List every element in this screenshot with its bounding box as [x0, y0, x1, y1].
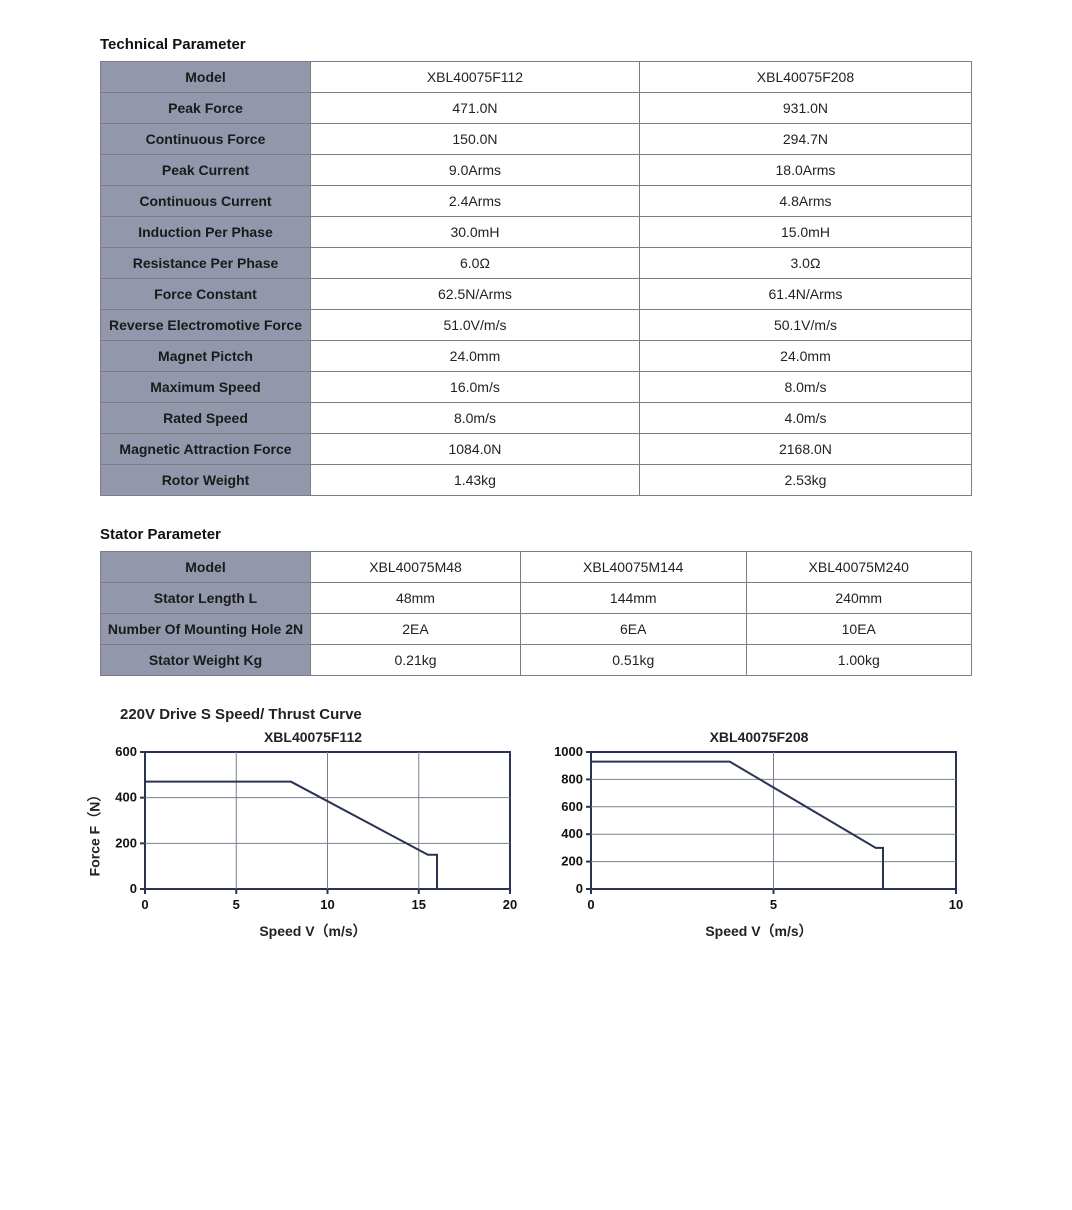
- svg-text:0: 0: [576, 881, 583, 896]
- svg-text:20: 20: [503, 897, 517, 912]
- table-cell: 1.43kg: [311, 465, 640, 496]
- svg-text:5: 5: [233, 897, 240, 912]
- table-cell: 24.0mm: [311, 341, 640, 372]
- table-cell: 1084.0N: [311, 434, 640, 465]
- svg-text:400: 400: [561, 826, 583, 841]
- svg-text:15: 15: [412, 897, 426, 912]
- table-cell: 931.0N: [639, 93, 971, 124]
- stator-table: ModelXBL40075M48XBL40075M144XBL40075M240…: [100, 551, 972, 676]
- svg-text:0: 0: [130, 881, 137, 896]
- chart-left: 051015200200400600: [100, 747, 520, 917]
- table-cell: 0.21kg: [311, 645, 521, 676]
- table-rowhead: Rotor Weight: [101, 465, 311, 496]
- table-cell: 2168.0N: [639, 434, 971, 465]
- svg-text:0: 0: [587, 897, 594, 912]
- table-cell: 0.51kg: [521, 645, 746, 676]
- svg-text:200: 200: [561, 854, 583, 869]
- table-cell: 10EA: [746, 614, 972, 645]
- table-cell: 16.0m/s: [311, 372, 640, 403]
- table-rowhead: Continuous Force: [101, 124, 311, 155]
- svg-text:600: 600: [115, 747, 137, 759]
- svg-text:600: 600: [561, 799, 583, 814]
- table-header-cell: XBL40075M144: [521, 552, 746, 583]
- svg-text:10: 10: [949, 897, 963, 912]
- table-cell: 15.0mH: [639, 217, 971, 248]
- table-cell: 62.5N/Arms: [311, 279, 640, 310]
- chart-right-title: XBL40075F208: [546, 729, 972, 745]
- stator-title: Stator Parameter: [100, 526, 972, 543]
- table-rowhead: Resistance Per Phase: [101, 248, 311, 279]
- table-rowhead: Rated Speed: [101, 403, 311, 434]
- svg-text:5: 5: [770, 897, 777, 912]
- table-cell: 18.0Arms: [639, 155, 971, 186]
- table-rowhead: Induction Per Phase: [101, 217, 311, 248]
- table-cell: 1.00kg: [746, 645, 972, 676]
- table-cell: 3.0Ω: [639, 248, 971, 279]
- table-cell: 4.0m/s: [639, 403, 971, 434]
- table-cell: 51.0V/m/s: [311, 310, 640, 341]
- svg-text:0: 0: [141, 897, 148, 912]
- svg-text:400: 400: [115, 790, 137, 805]
- table-cell: 294.7N: [639, 124, 971, 155]
- table-cell: 4.8Arms: [639, 186, 971, 217]
- table-rowhead: Reverse Electromotive Force: [101, 310, 311, 341]
- table-rowhead: Stator Length L: [101, 583, 311, 614]
- table-rowhead: Force Constant: [101, 279, 311, 310]
- table-cell: 8.0m/s: [639, 372, 971, 403]
- table-cell: 240mm: [746, 583, 972, 614]
- tech-table: ModelXBL40075F112XBL40075F208Peak Force4…: [100, 61, 972, 496]
- tech-title: Technical Parameter: [100, 36, 972, 53]
- table-cell: 2.53kg: [639, 465, 971, 496]
- table-cell: 61.4N/Arms: [639, 279, 971, 310]
- table-cell: 50.1V/m/s: [639, 310, 971, 341]
- table-cell: 471.0N: [311, 93, 640, 124]
- table-cell: 24.0mm: [639, 341, 971, 372]
- table-cell: 8.0m/s: [311, 403, 640, 434]
- table-rowhead: Number Of Mounting Hole 2N: [101, 614, 311, 645]
- table-rowhead: Continuous Current: [101, 186, 311, 217]
- table-header-cell: XBL40075F112: [311, 62, 640, 93]
- svg-text:200: 200: [115, 835, 137, 850]
- table-cell: 2EA: [311, 614, 521, 645]
- table-cell: 48mm: [311, 583, 521, 614]
- table-header-cell: XBL40075M48: [311, 552, 521, 583]
- table-rowhead: Model: [101, 62, 311, 93]
- charts-meta-title: 220V Drive S Speed/ Thrust Curve: [120, 706, 972, 723]
- table-cell: 150.0N: [311, 124, 640, 155]
- svg-text:10: 10: [320, 897, 334, 912]
- table-cell: 30.0mH: [311, 217, 640, 248]
- chart-left-xlabel: Speed V（m/s）: [100, 921, 526, 941]
- table-cell: 2.4Arms: [311, 186, 640, 217]
- chart-ylabel: Force F（N）: [84, 788, 104, 877]
- table-cell: 6.0Ω: [311, 248, 640, 279]
- table-cell: 144mm: [521, 583, 746, 614]
- chart-right-xlabel: Speed V（m/s）: [546, 921, 972, 941]
- svg-text:1000: 1000: [554, 747, 583, 759]
- chart-left-title: XBL40075F112: [100, 729, 526, 745]
- table-rowhead: Magnet Pictch: [101, 341, 311, 372]
- svg-text:800: 800: [561, 771, 583, 786]
- table-header-cell: XBL40075M240: [746, 552, 972, 583]
- table-header-cell: XBL40075F208: [639, 62, 971, 93]
- table-rowhead: Stator Weight Kg: [101, 645, 311, 676]
- table-rowhead: Peak Force: [101, 93, 311, 124]
- chart-right: 0 5 10 0 200 400 600 800 1000: [546, 747, 966, 917]
- table-rowhead: Maximum Speed: [101, 372, 311, 403]
- table-cell: 6EA: [521, 614, 746, 645]
- table-rowhead: Model: [101, 552, 311, 583]
- table-cell: 9.0Arms: [311, 155, 640, 186]
- table-rowhead: Peak Current: [101, 155, 311, 186]
- table-rowhead: Magnetic Attraction Force: [101, 434, 311, 465]
